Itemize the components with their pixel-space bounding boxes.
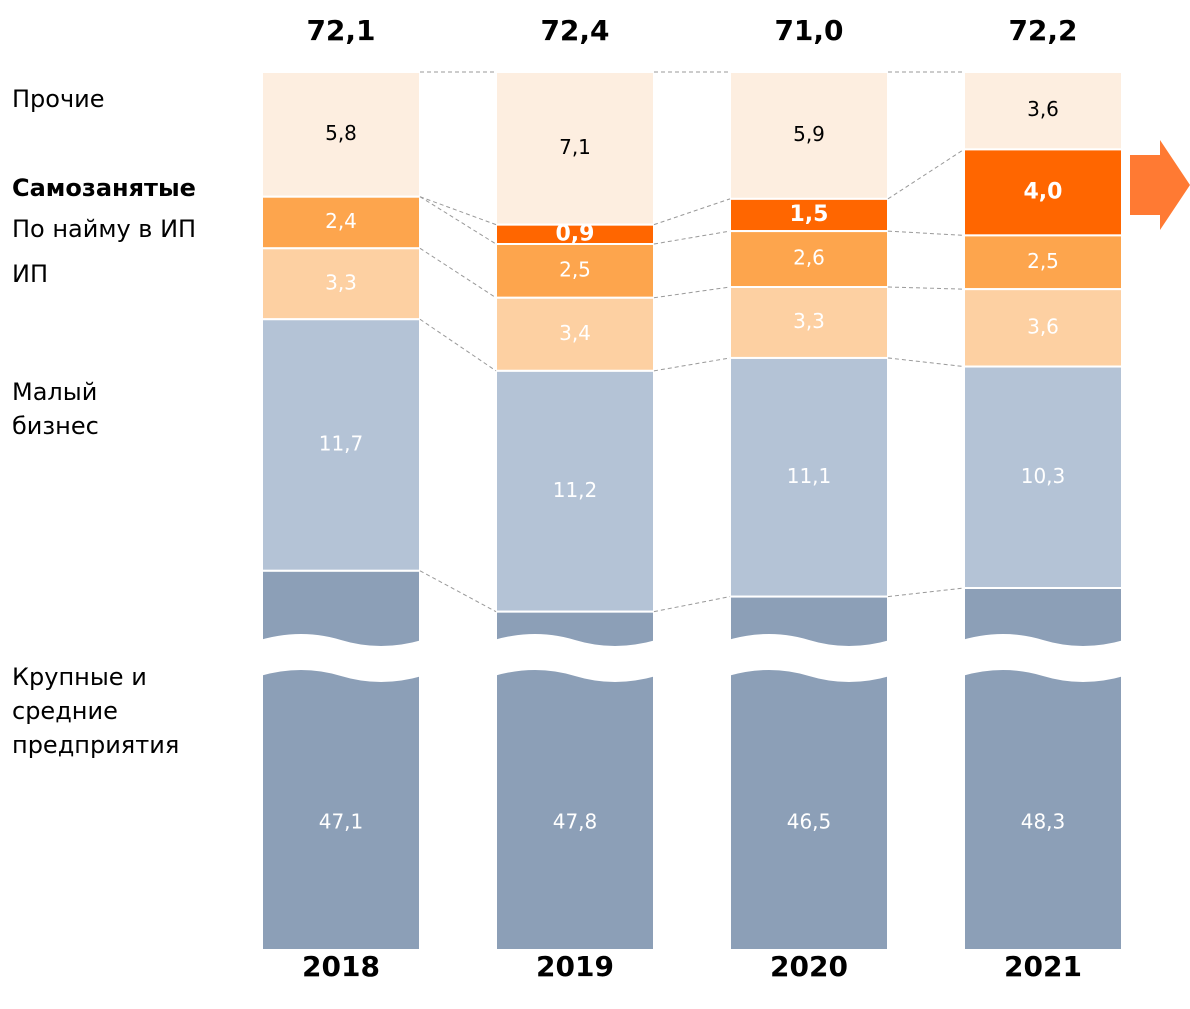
value-label: 7,1 [559, 135, 591, 159]
legend-label: ИП [12, 260, 48, 288]
bar-segment [495, 71, 655, 226]
bar-segment [729, 286, 889, 359]
value-label: 0,9 [556, 221, 595, 246]
connector [419, 318, 497, 372]
bar-segment [963, 71, 1123, 151]
value-label: 2,5 [1027, 249, 1059, 273]
year-label: 2020 [770, 950, 848, 983]
value-label: 2,6 [793, 246, 825, 270]
bar-segment [729, 230, 889, 289]
connector [653, 230, 731, 245]
bar-segment [963, 234, 1123, 291]
legend-label: Малый бизнес [12, 378, 99, 440]
bar-segment [261, 195, 421, 250]
value-label: 1,5 [790, 202, 829, 227]
legend-label: Самозанятые [12, 174, 196, 202]
legend-label: По найму в ИП [12, 215, 197, 243]
year-label: 2019 [536, 950, 614, 983]
value-label: 3,6 [1027, 314, 1059, 338]
value-label: 47,8 [553, 810, 598, 834]
value-label: 2,5 [559, 257, 591, 281]
connector [653, 286, 731, 299]
legend-label: Прочие [12, 85, 105, 113]
bar-segment [261, 569, 421, 951]
axis-break [494, 634, 656, 682]
connector [419, 247, 497, 299]
bar-segment [261, 247, 421, 321]
bar-segment [495, 296, 655, 372]
total-label: 72,2 [1008, 14, 1077, 47]
connector [887, 148, 965, 200]
value-label: 10,3 [1021, 464, 1066, 488]
value-label: 11,7 [319, 432, 364, 456]
axis-break [962, 634, 1124, 682]
bar-segment [261, 318, 421, 572]
connector [653, 596, 731, 613]
total-label: 72,1 [306, 14, 375, 47]
connector [653, 357, 731, 372]
connector [887, 357, 965, 368]
bar-segment [963, 365, 1123, 589]
bar-segment [963, 288, 1123, 368]
value-label: 3,4 [559, 321, 591, 345]
connector [653, 198, 731, 226]
value-label: 5,9 [793, 122, 825, 146]
total-label: 71,0 [774, 14, 843, 47]
axis-break [260, 634, 422, 682]
value-label: 4,0 [1024, 179, 1063, 204]
bar-segment [963, 148, 1123, 237]
bar-segment [495, 369, 655, 613]
value-label: 46,5 [787, 810, 832, 834]
total-label: 72,4 [540, 14, 609, 47]
value-label: 3,3 [325, 270, 357, 294]
value-label: 3,3 [793, 309, 825, 333]
connector [887, 587, 965, 598]
axis-break [728, 634, 890, 682]
legend-label: Крупные и средние предприятия [12, 663, 180, 759]
value-label: 47,1 [319, 810, 364, 834]
value-label: 5,8 [325, 121, 357, 145]
value-label: 11,2 [553, 478, 598, 502]
bar-segment [729, 71, 889, 200]
bar-segment [729, 356, 889, 598]
bar-segment [261, 71, 421, 198]
connector [419, 196, 497, 245]
value-label: 11,1 [787, 464, 832, 488]
year-label: 2021 [1004, 950, 1082, 983]
value-label: 2,4 [325, 209, 357, 233]
arrow [1130, 140, 1190, 230]
connector [887, 286, 965, 290]
connector [887, 230, 965, 236]
connector [419, 570, 497, 613]
value-label: 48,3 [1021, 810, 1066, 834]
year-label: 2018 [302, 950, 380, 983]
value-label: 3,6 [1027, 97, 1059, 121]
